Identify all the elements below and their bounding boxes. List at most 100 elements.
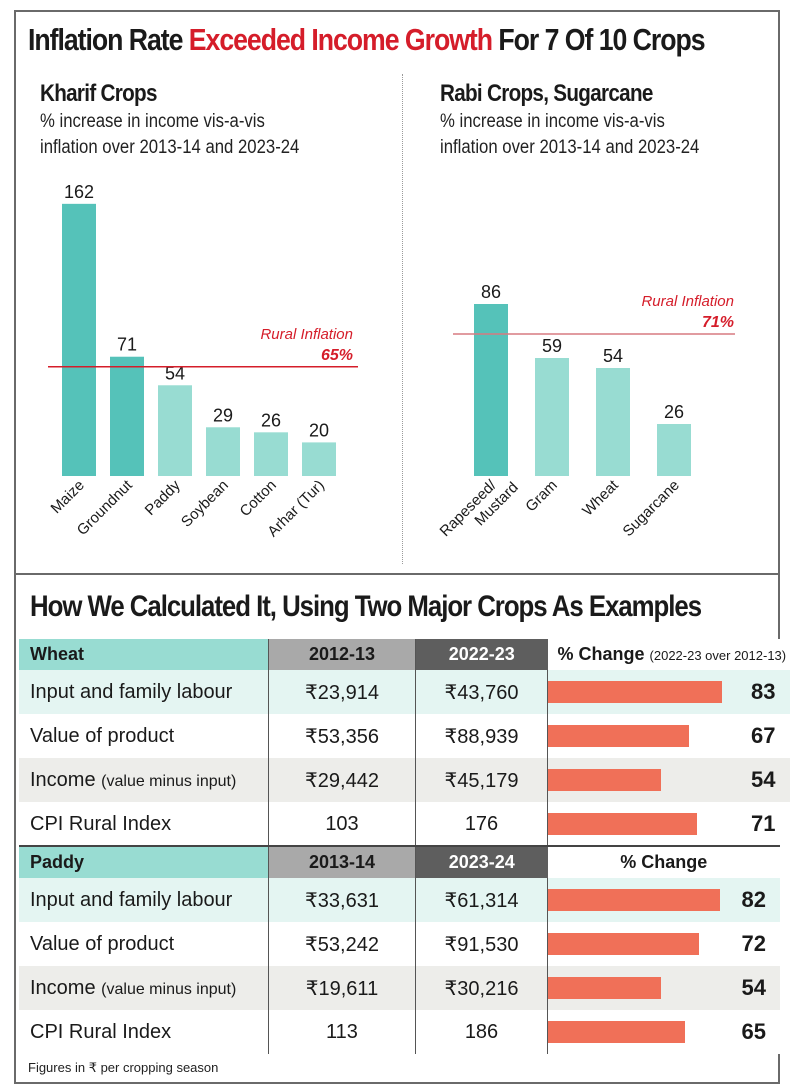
row-label-text: Input and family labour (30, 680, 233, 703)
rural-inflation-label: Rural Inflation (641, 293, 734, 310)
row-label-text: Income (30, 976, 96, 999)
section-divider (14, 573, 780, 575)
row-label-text: Income (30, 768, 96, 791)
row-label: Income (value minus input) (19, 758, 269, 802)
category-label: Rapeseed/Mustard (436, 467, 521, 552)
calculation-section-title: How We Calculated It, Using Two Major Cr… (30, 590, 702, 623)
pct-change-bar (548, 977, 662, 999)
pct-change-bar (548, 681, 723, 703)
wheat-header-row: Wheat 2012-13 2022-23 % Change (2022-23 … (19, 639, 790, 670)
wheat-pct-header-note: (2022-23 over 2012-13) (649, 648, 787, 663)
wheat-pct-header: % Change (2022-23 over 2012-13) (547, 639, 790, 670)
paddy-year2-header: 2023-24 (415, 845, 548, 878)
row-label: Income (value minus input) (19, 966, 269, 1010)
row-label-text: Value of product (30, 724, 175, 747)
pct-change-value: 71 (751, 811, 776, 836)
bar (110, 356, 144, 476)
pct-change-cell: 54 (547, 966, 780, 1010)
pct-change-cell: 82 (547, 878, 780, 922)
year1-value: ₹53,242 (268, 922, 416, 966)
year2-value: 176 (415, 802, 548, 846)
row-label: CPI Rural Index (19, 1010, 269, 1054)
pct-change-value: 54 (751, 767, 776, 792)
year2-value: ₹61,314 (415, 878, 548, 922)
bar-value-label: 29 (213, 405, 233, 425)
bar-value-label: 86 (481, 282, 501, 302)
category-label: Maize (48, 477, 88, 517)
category-label: Soybean (178, 477, 232, 531)
pct-change-value: 67 (751, 723, 776, 748)
main-title: Inflation Rate Exceeded Income Growth Fo… (28, 22, 706, 58)
table-row: Income (value minus input) ₹29,442 ₹45,1… (19, 758, 790, 802)
table-row: Input and family labour ₹33,631 ₹61,314 … (19, 878, 780, 922)
kharif-subtitle-line1: % increase in income vis-a-vis (40, 111, 265, 132)
bar-value-label: 26 (261, 410, 281, 430)
bar (302, 442, 336, 476)
row-label-text: Input and family labour (30, 888, 233, 911)
paddy-header-row: Paddy 2013-14 2023-24 % Change (19, 845, 780, 878)
wheat-pct-header-label: % Change (557, 644, 645, 664)
row-label-text: CPI Rural Index (30, 812, 172, 835)
category-label: Cotton (237, 477, 280, 520)
pct-change-bar (548, 889, 721, 911)
row-label-text: CPI Rural Index (30, 1020, 172, 1043)
row-label-note: (value minus input) (101, 772, 237, 790)
year2-value: ₹88,939 (415, 714, 548, 758)
rural-inflation-label: Rural Inflation (260, 326, 353, 343)
year2-value: 186 (415, 1010, 548, 1054)
paddy-crop-header: Paddy (19, 845, 269, 878)
bar-value-label: 26 (664, 402, 684, 422)
category-label: Gram (522, 477, 561, 516)
bar-value-label: 54 (165, 363, 185, 383)
row-label: Input and family labour (19, 878, 269, 922)
year2-value: ₹43,760 (415, 670, 548, 714)
main-title-highlight: Exceeded Income Growth (188, 22, 493, 57)
pct-change-cell: 72 (547, 922, 780, 966)
year1-value: ₹53,356 (268, 714, 416, 758)
year1-value: ₹33,631 (268, 878, 416, 922)
wheat-year1-header: 2012-13 (268, 639, 416, 670)
year2-value: ₹30,216 (415, 966, 548, 1010)
category-label: Paddy (142, 476, 184, 518)
bar-value-label: 71 (117, 335, 137, 355)
rabi-chart-subtitle: % increase in income vis-a-vis inflation… (440, 109, 699, 161)
year2-value: ₹45,179 (415, 758, 548, 802)
pct-change-value: 65 (741, 1019, 766, 1044)
main-title-prefix: Inflation Rate (28, 22, 189, 57)
wheat-table: Wheat 2012-13 2022-23 % Change (2022-23 … (19, 639, 790, 846)
crop-income-bar-charts: 162Maize71Groundnut54Paddy29Soybean26Cot… (48, 182, 735, 552)
table-row: Income (value minus input) ₹19,611 ₹30,2… (19, 966, 780, 1010)
year2-value: ₹91,530 (415, 922, 548, 966)
table-row: CPI Rural Index 103 176 71 (19, 802, 790, 846)
pct-change-value: 83 (751, 679, 776, 704)
bar (158, 385, 192, 476)
paddy-year1-header: 2013-14 (268, 845, 416, 878)
row-label: CPI Rural Index (19, 802, 269, 846)
bar-value-label: 162 (64, 182, 94, 202)
pct-change-value: 54 (741, 975, 766, 1000)
year1-value: 113 (268, 1010, 416, 1054)
bar-value-label: 54 (603, 346, 623, 366)
pct-change-value: 72 (741, 931, 766, 956)
year1-value: ₹19,611 (268, 966, 416, 1010)
table-row: Value of product ₹53,356 ₹88,939 67 (19, 714, 790, 758)
bar (657, 424, 691, 476)
pct-change-value: 82 (741, 887, 766, 912)
wheat-year2-header: 2022-23 (415, 639, 548, 670)
bar-value-label: 59 (542, 336, 562, 356)
footnote: Figures in ₹ per cropping season (28, 1060, 219, 1075)
table-row: Value of product ₹53,242 ₹91,530 72 (19, 922, 780, 966)
category-label: Sugarcane (619, 477, 682, 540)
rabi-subtitle-line2: inflation over 2013-14 and 2023-24 (440, 137, 700, 158)
panel-divider (402, 74, 403, 564)
bar (206, 427, 240, 476)
wheat-crop-header: Wheat (19, 639, 269, 670)
row-label-note: (value minus input) (101, 980, 237, 998)
bar (596, 368, 630, 476)
pct-change-bar (548, 933, 700, 955)
kharif-chart-subtitle: % increase in income vis-a-vis inflation… (40, 109, 299, 161)
bar (474, 304, 508, 476)
bar (62, 203, 96, 476)
row-label: Input and family labour (19, 670, 269, 714)
table-row: Input and family labour ₹23,914 ₹43,760 … (19, 670, 790, 714)
